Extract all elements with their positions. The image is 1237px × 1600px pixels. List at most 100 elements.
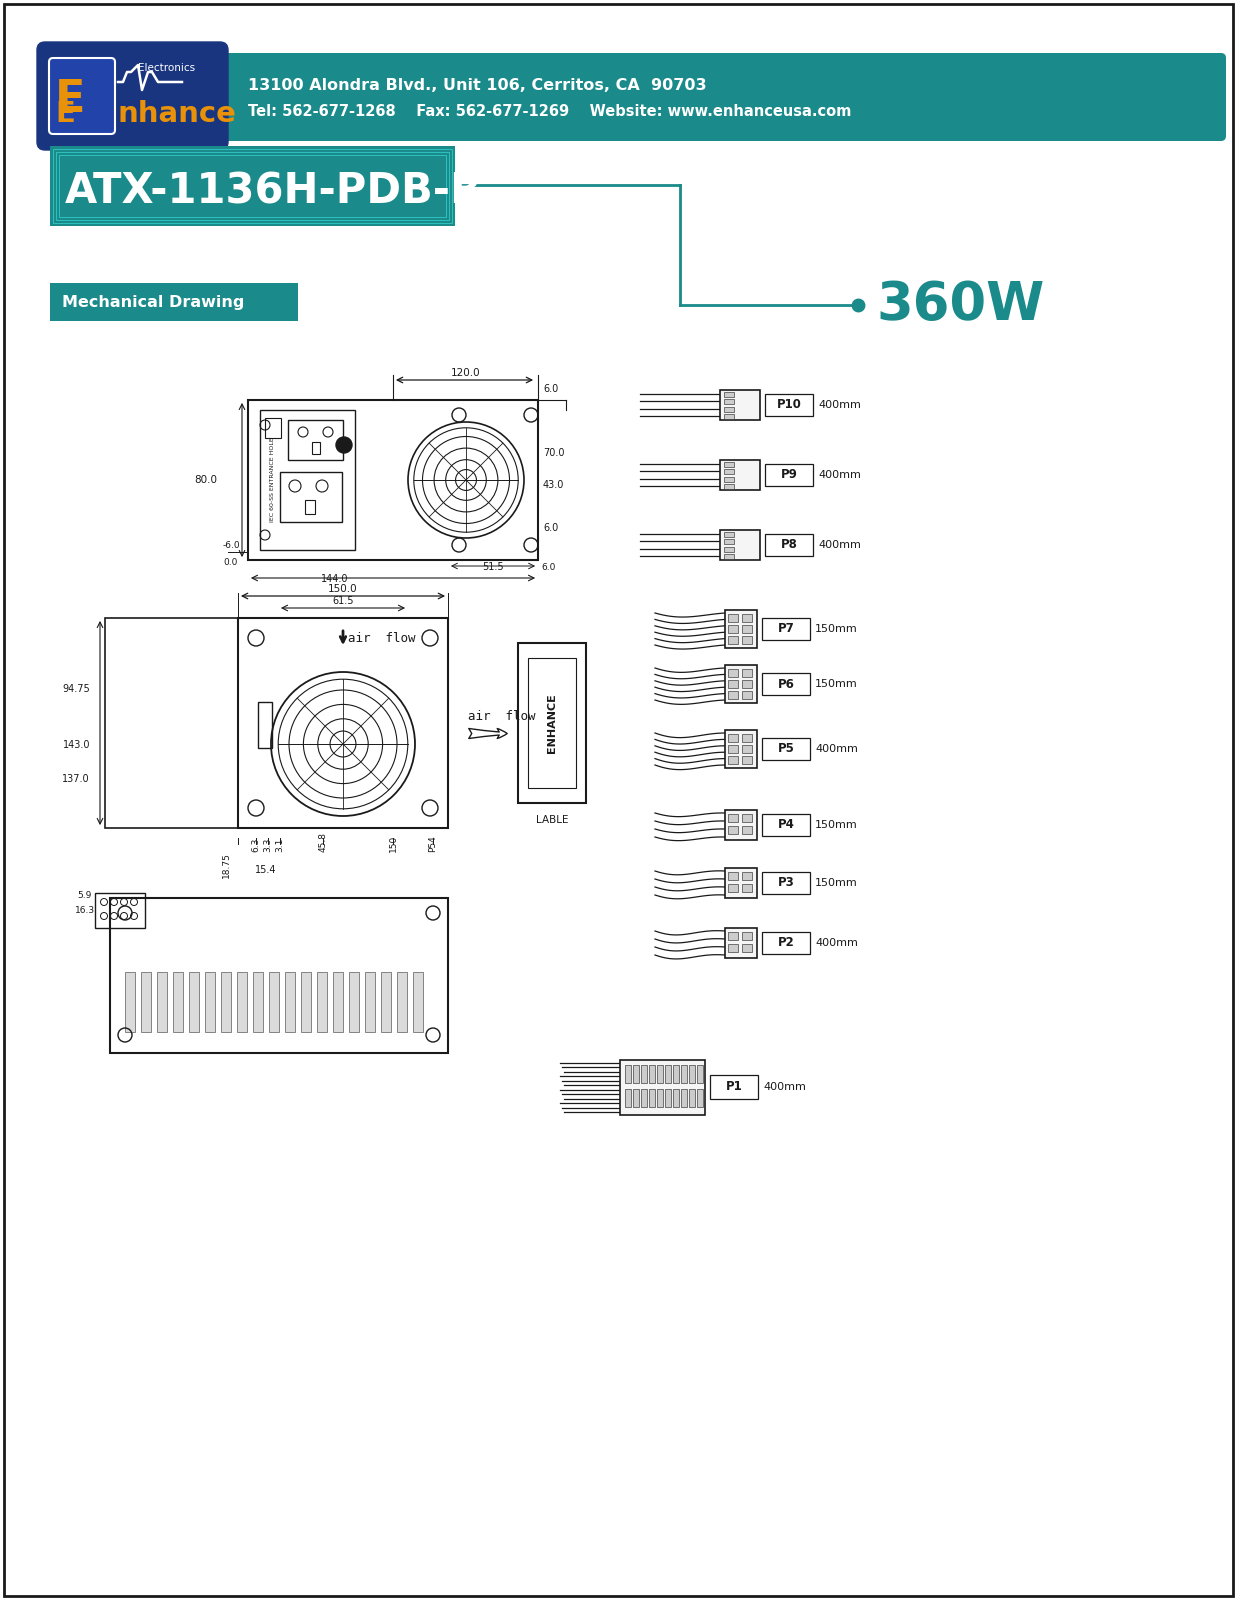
Bar [317, 973, 327, 1032]
Text: 18.75: 18.75 [221, 853, 230, 878]
FancyBboxPatch shape [37, 42, 228, 150]
Text: P2: P2 [778, 936, 794, 949]
Text: -6.0: -6.0 [223, 541, 241, 550]
Bar [260, 410, 355, 550]
Bar [724, 539, 734, 544]
Text: 6.0: 6.0 [541, 563, 555, 573]
Bar [729, 691, 738, 699]
Bar [301, 973, 310, 1032]
Bar [657, 1090, 663, 1107]
Bar [742, 944, 752, 952]
Bar [725, 867, 757, 898]
Text: LABLE: LABLE [536, 814, 568, 826]
Text: 120.0: 120.0 [450, 368, 480, 378]
Bar [729, 746, 738, 754]
Text: P6: P6 [778, 677, 794, 691]
Bar [729, 944, 738, 952]
Text: air  flow: air flow [348, 632, 416, 645]
Text: 143.0: 143.0 [63, 741, 90, 750]
Text: 80.0: 80.0 [194, 475, 218, 485]
Text: P8: P8 [781, 539, 798, 552]
Text: 400mm: 400mm [818, 400, 861, 410]
Bar [105, 618, 238, 829]
Bar [49, 146, 455, 226]
Bar [742, 691, 752, 699]
Bar [189, 973, 199, 1032]
Bar [724, 531, 734, 538]
Circle shape [336, 437, 353, 453]
Bar [620, 1059, 705, 1115]
Text: 150: 150 [388, 835, 397, 851]
Bar [125, 973, 135, 1032]
Text: E: E [54, 77, 85, 120]
Bar [633, 1066, 640, 1083]
Bar [725, 810, 757, 840]
Text: 144.0: 144.0 [322, 574, 349, 584]
Bar [729, 614, 738, 622]
Text: nhance: nhance [118, 99, 236, 128]
Bar [53, 149, 452, 222]
Bar [762, 618, 810, 640]
Bar [762, 931, 810, 954]
Bar [742, 669, 752, 677]
Bar [413, 973, 423, 1032]
Text: Electronics: Electronics [139, 62, 195, 74]
Text: air  flow: air flow [468, 709, 536, 723]
Bar [381, 973, 391, 1032]
Bar [725, 928, 757, 958]
Bar [268, 973, 280, 1032]
Bar [742, 635, 752, 643]
Bar [349, 973, 359, 1032]
Bar [725, 730, 757, 768]
Bar [762, 814, 810, 835]
Bar [649, 1066, 656, 1083]
Bar [682, 1066, 687, 1083]
Bar [666, 1090, 670, 1107]
Bar [724, 406, 734, 411]
Bar [720, 390, 760, 419]
Bar [729, 669, 738, 677]
Bar [725, 610, 757, 648]
Text: 150.0: 150.0 [328, 584, 357, 594]
Text: P3: P3 [778, 877, 794, 890]
Bar [729, 734, 738, 742]
Bar [649, 1090, 656, 1107]
FancyBboxPatch shape [49, 58, 115, 134]
Bar [689, 1066, 695, 1083]
Bar [742, 872, 752, 880]
Bar [729, 872, 738, 880]
Text: 150mm: 150mm [815, 819, 857, 830]
Text: P4: P4 [778, 819, 794, 832]
Bar [720, 530, 760, 560]
Text: 70.0: 70.0 [543, 448, 564, 458]
Text: 3.1: 3.1 [276, 838, 285, 851]
Bar [742, 814, 752, 822]
Bar [724, 554, 734, 558]
Bar [724, 462, 734, 467]
Bar [306, 499, 315, 514]
Text: 400mm: 400mm [763, 1082, 805, 1091]
Text: 6.3: 6.3 [251, 838, 261, 851]
Text: 51.5: 51.5 [482, 562, 503, 573]
Bar [528, 658, 576, 787]
Text: 360W: 360W [876, 278, 1044, 331]
Bar [397, 973, 407, 1032]
Bar [625, 1066, 631, 1083]
Bar [742, 826, 752, 834]
Text: ATX-1136H-PDB-R: ATX-1136H-PDB-R [66, 171, 484, 213]
Text: 16.3: 16.3 [75, 906, 95, 915]
Bar [729, 814, 738, 822]
Text: ENHANCE: ENHANCE [547, 693, 557, 754]
Bar [742, 614, 752, 622]
Bar [365, 973, 375, 1032]
Bar [742, 883, 752, 893]
Text: 150mm: 150mm [815, 624, 857, 634]
Bar [95, 893, 145, 928]
Bar [724, 547, 734, 552]
Bar [641, 1066, 647, 1083]
Bar [762, 872, 810, 894]
Text: E: E [54, 99, 75, 128]
Bar [762, 674, 810, 694]
Bar [333, 973, 343, 1032]
Bar [729, 680, 738, 688]
